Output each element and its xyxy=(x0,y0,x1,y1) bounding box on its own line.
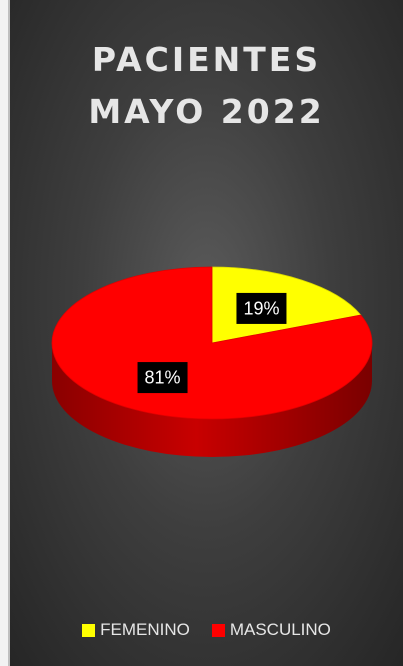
chart-title: PACIENTES MAYO 2022 xyxy=(88,40,325,131)
legend-item-femenino: FEMENINO xyxy=(82,620,190,640)
legend-label-masculino: MASCULINO xyxy=(229,620,331,639)
chart-area[interactable]: PACIENTES MAYO 2022 19% 81% FEMENINO MASC… xyxy=(8,0,403,666)
data-label-femenino: 19% xyxy=(236,292,287,324)
pie-slice-masculino[interactable] xyxy=(51,266,373,420)
legend-label-femenino: FEMENINO xyxy=(100,620,190,639)
legend-swatch-masculino xyxy=(211,623,225,637)
legend-item-masculino: MASCULINO xyxy=(211,620,331,640)
pie-side-wall xyxy=(52,343,372,457)
legend: FEMENINO MASCULINO xyxy=(10,620,403,640)
legend-swatch-femenino xyxy=(82,623,96,637)
data-label-femenino-text: 19% xyxy=(243,298,279,318)
pie-chart: 19% 81% xyxy=(51,266,373,457)
data-label-masculino-box xyxy=(137,362,188,394)
data-label-masculino-text: 81% xyxy=(145,368,181,388)
data-label-masculino: 81% xyxy=(137,362,188,394)
data-label-femenino-box xyxy=(236,292,287,324)
